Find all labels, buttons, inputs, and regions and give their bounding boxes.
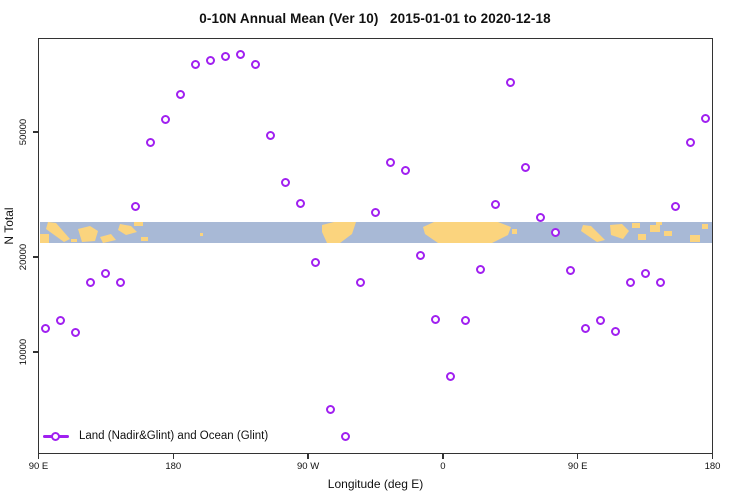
map-ocean: [40, 222, 712, 243]
x-axis-label: Longitude (deg E): [327, 477, 424, 491]
data-point: [251, 60, 261, 70]
plot-frame: [38, 38, 713, 454]
data-point: [475, 264, 485, 274]
data-point: [296, 198, 306, 208]
x-tick-mark: [37, 454, 40, 459]
data-point: [86, 278, 96, 288]
y-tick-label: 10000: [18, 338, 29, 366]
y-axis-label: N Total: [2, 207, 16, 245]
data-point: [565, 265, 575, 275]
chart-title: 0-10N Annual Mean (Ver 10) 2015-01-01 to…: [199, 11, 551, 26]
data-point: [236, 49, 246, 59]
y-tick-label: 20000: [18, 243, 29, 271]
data-point: [580, 323, 590, 333]
data-point: [371, 207, 380, 217]
x-tick-label: 90 E: [567, 461, 588, 472]
y-tick-mark: [33, 351, 38, 353]
x-tick-mark: [711, 454, 714, 459]
x-tick-label: 180: [165, 461, 182, 472]
data-point: [266, 131, 276, 141]
map-strip: [40, 222, 712, 243]
legend-marker-icon: [51, 432, 60, 441]
data-point: [610, 327, 620, 337]
data-point: [116, 278, 126, 288]
x-tick-mark: [442, 454, 444, 459]
data-point: [176, 89, 186, 99]
y-tick-label: 50000: [18, 118, 29, 146]
data-point: [460, 315, 470, 325]
data-point: [341, 431, 351, 441]
data-point: [191, 60, 201, 70]
data-point: [385, 157, 395, 167]
data-point: [415, 251, 425, 261]
data-point: [700, 113, 710, 123]
x-tick-label: 180: [704, 461, 721, 472]
data-point: [146, 137, 156, 147]
x-tick-label: 90 W: [297, 461, 320, 472]
data-point: [490, 199, 500, 209]
data-point: [221, 51, 231, 61]
x-tick-mark: [172, 454, 175, 459]
data-point: [131, 202, 141, 212]
data-point: [625, 278, 635, 288]
data-point: [41, 323, 51, 333]
data-point: [161, 114, 171, 124]
data-point: [655, 278, 665, 288]
data-point: [356, 278, 366, 288]
x-tick-label: 0: [440, 461, 446, 472]
data-point: [670, 201, 680, 211]
y-tick-mark: [33, 256, 38, 258]
data-point: [281, 178, 291, 188]
map-land: [40, 222, 708, 243]
data-point: [445, 371, 455, 381]
legend-series-label: Land (Nadir&Glint) and Ocean (Glint): [79, 430, 269, 442]
data-point: [326, 404, 336, 414]
data-point: [505, 77, 515, 87]
data-point: [520, 163, 530, 173]
data-point: [206, 55, 216, 65]
data-point: [311, 258, 321, 268]
x-tick-label: 90 E: [28, 461, 49, 472]
data-point: [685, 137, 695, 147]
data-point: [71, 328, 81, 338]
x-tick-mark: [307, 454, 309, 459]
data-point: [550, 228, 560, 238]
x-tick-mark: [576, 454, 579, 459]
data-point: [640, 268, 650, 278]
y-tick-mark: [33, 131, 38, 133]
data-point: [400, 165, 410, 175]
data-point: [535, 212, 545, 222]
data-point: [595, 315, 605, 325]
data-point: [101, 268, 111, 278]
data-point: [56, 315, 66, 325]
data-point: [430, 314, 440, 324]
